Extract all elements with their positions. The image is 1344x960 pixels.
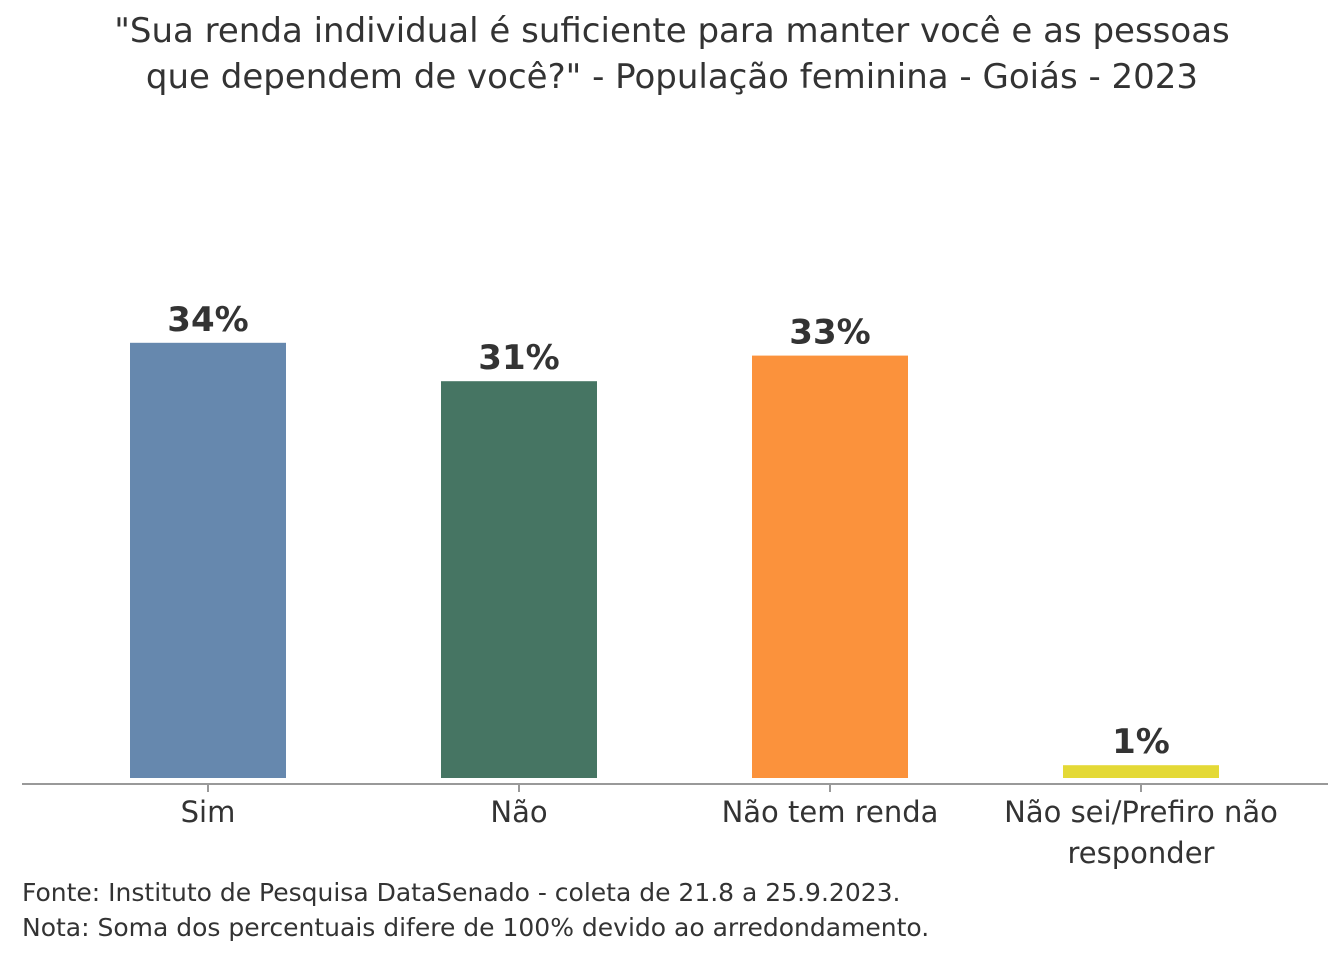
category-label: Sim — [181, 795, 236, 829]
data-label: 34% — [167, 300, 248, 340]
rounding-note: Nota: Soma dos percentuais difere de 100… — [22, 913, 930, 942]
data-label: 1% — [1112, 722, 1170, 762]
bar-3 — [1063, 765, 1219, 778]
bar-1 — [441, 381, 597, 778]
category-label: Não tem renda — [722, 795, 939, 829]
bar-0 — [130, 342, 286, 778]
chart-title: "Sua renda individual é suficiente para … — [114, 11, 1230, 97]
data-label: 31% — [478, 338, 559, 378]
category-label: Não sei/Prefiro não responder — [1004, 795, 1278, 870]
source-note: Fonte: Instituto de Pesquisa DataSenado … — [22, 878, 901, 907]
category-label: Não — [490, 795, 547, 829]
bar-2 — [752, 355, 908, 778]
data-label: 33% — [789, 313, 870, 353]
